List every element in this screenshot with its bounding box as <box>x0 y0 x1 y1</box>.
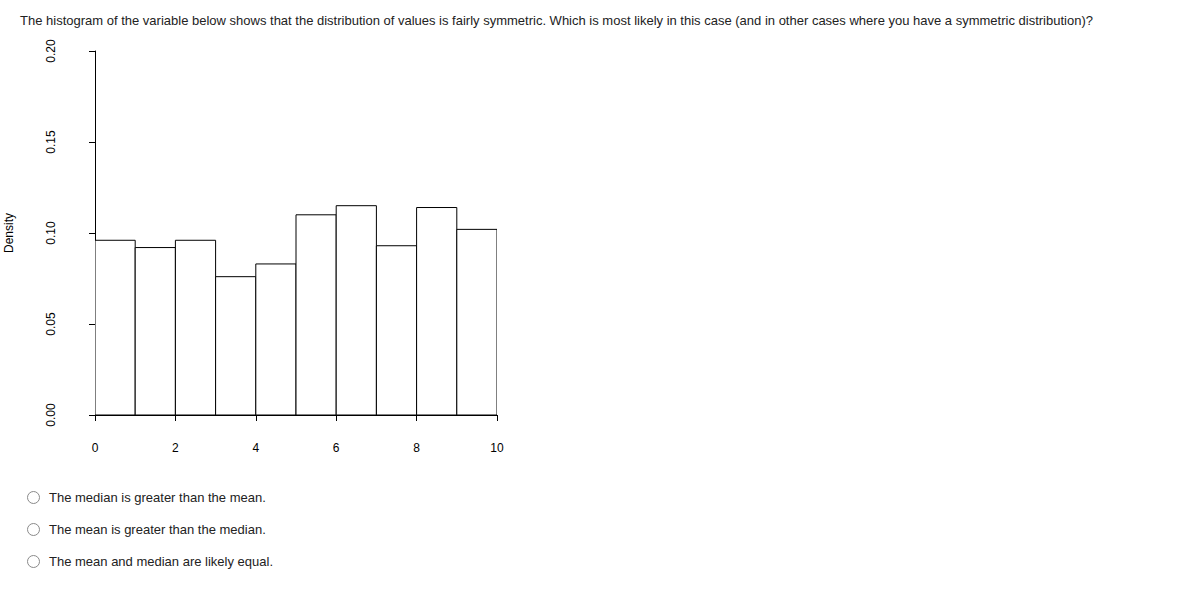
html-text:The mean and median are likely: The mean and median are likely equal. <box>49 554 273 569</box>
svg-text:10: 10 <box>490 441 504 455</box>
html-text:The histogram of the variable: The histogram of the variable below show… <box>20 13 1093 28</box>
svg-text:0.15: 0.15 <box>44 130 58 154</box>
svg-text:0.20: 0.20 <box>44 39 58 63</box>
svg-text:0.00: 0.00 <box>44 403 58 427</box>
svg-text:0.10: 0.10 <box>44 221 58 245</box>
svg-text:8: 8 <box>413 441 420 455</box>
svg-text:Density: Density <box>2 213 16 253</box>
svg-text:6: 6 <box>333 441 340 455</box>
html-text:The median is greater than the: The median is greater than the mean. <box>49 490 266 505</box>
svg-text:4: 4 <box>252 441 259 455</box>
svg-text:0: 0 <box>92 441 99 455</box>
svg-text:0.05: 0.05 <box>44 312 58 336</box>
svg-text:2: 2 <box>172 441 179 455</box>
html-text:The mean is greater than the m: The mean is greater than the median. <box>49 522 266 537</box>
